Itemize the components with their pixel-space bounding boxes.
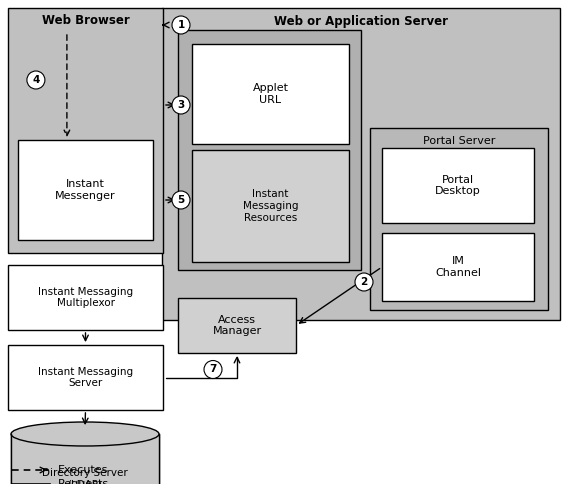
- Text: Instant
Messenger: Instant Messenger: [55, 179, 116, 201]
- Text: 2: 2: [360, 277, 367, 287]
- Bar: [8, 265, 163, 330]
- Text: Portal
Desktop: Portal Desktop: [435, 175, 481, 197]
- Text: 3: 3: [178, 100, 185, 110]
- Text: 4: 4: [32, 75, 40, 85]
- Text: Portal Server: Portal Server: [423, 136, 495, 146]
- Bar: [8, 345, 163, 410]
- Bar: [11, 434, 159, 484]
- Text: Instant Messaging
Multiplexor: Instant Messaging Multiplexor: [38, 287, 133, 308]
- Bar: [192, 44, 349, 144]
- Text: Directory Server
(LDAP): Directory Server (LDAP): [42, 468, 128, 484]
- Bar: [178, 298, 296, 353]
- Circle shape: [27, 71, 45, 89]
- Text: Access
Manager: Access Manager: [213, 315, 262, 336]
- Circle shape: [172, 191, 190, 209]
- Text: Instant Messaging
Server: Instant Messaging Server: [38, 367, 133, 388]
- Text: Applet
URL: Applet URL: [252, 83, 288, 105]
- Text: Web Browser: Web Browser: [41, 15, 130, 28]
- Circle shape: [172, 16, 190, 34]
- Text: 7: 7: [209, 364, 217, 375]
- Text: Requests: Requests: [58, 479, 109, 484]
- Circle shape: [355, 273, 373, 291]
- Bar: [11, 434, 159, 484]
- Bar: [382, 233, 534, 301]
- Bar: [11, 434, 159, 484]
- Bar: [18, 140, 153, 240]
- Text: Web or Application Server: Web or Application Server: [274, 15, 448, 29]
- Bar: [192, 150, 349, 262]
- Circle shape: [204, 361, 222, 378]
- Text: Instant
Messaging
Resources: Instant Messaging Resources: [243, 189, 298, 223]
- Bar: [8, 8, 163, 253]
- Bar: [382, 148, 534, 223]
- Text: Executes: Executes: [58, 465, 109, 475]
- Bar: [178, 30, 361, 270]
- Text: 5: 5: [178, 195, 185, 205]
- Circle shape: [172, 96, 190, 114]
- Bar: [370, 128, 548, 310]
- Text: IM
Channel: IM Channel: [435, 256, 481, 278]
- Text: 1: 1: [178, 20, 185, 30]
- Bar: [162, 8, 560, 320]
- Ellipse shape: [11, 422, 159, 446]
